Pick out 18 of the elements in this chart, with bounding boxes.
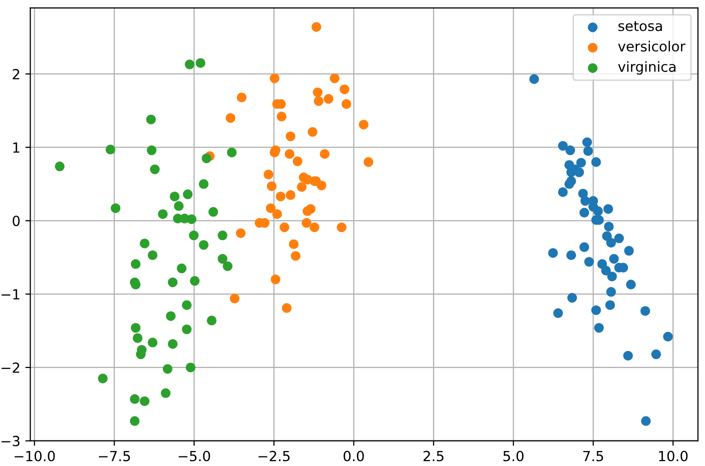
x-tick-label: 10.0 (659, 450, 688, 462)
legend-label: setosa (618, 21, 662, 32)
legend-label: versicolor (618, 40, 686, 52)
y-tick-label: 0 (12, 216, 20, 226)
y-tick-label: 2 (12, 68, 20, 80)
y-tick-label: −3 (2, 436, 20, 446)
x-tick-label: −5.0 (178, 450, 210, 462)
x-tick-label: 5.0 (503, 450, 524, 462)
x-tick-label: −10.0 (14, 450, 55, 462)
y-tick-label: −2 (2, 362, 20, 373)
x-tick-label: 0.0 (344, 450, 364, 462)
x-tick-label: 7.5 (583, 450, 604, 462)
x-tick-label: −7.5 (98, 450, 130, 462)
x-tick-label: 2.5 (424, 450, 444, 462)
y-tick-label: 1 (13, 142, 20, 153)
x-tick-label: −2.5 (258, 450, 290, 462)
y-tick-label: −1 (2, 289, 20, 300)
legend-label: virginica (618, 61, 676, 75)
